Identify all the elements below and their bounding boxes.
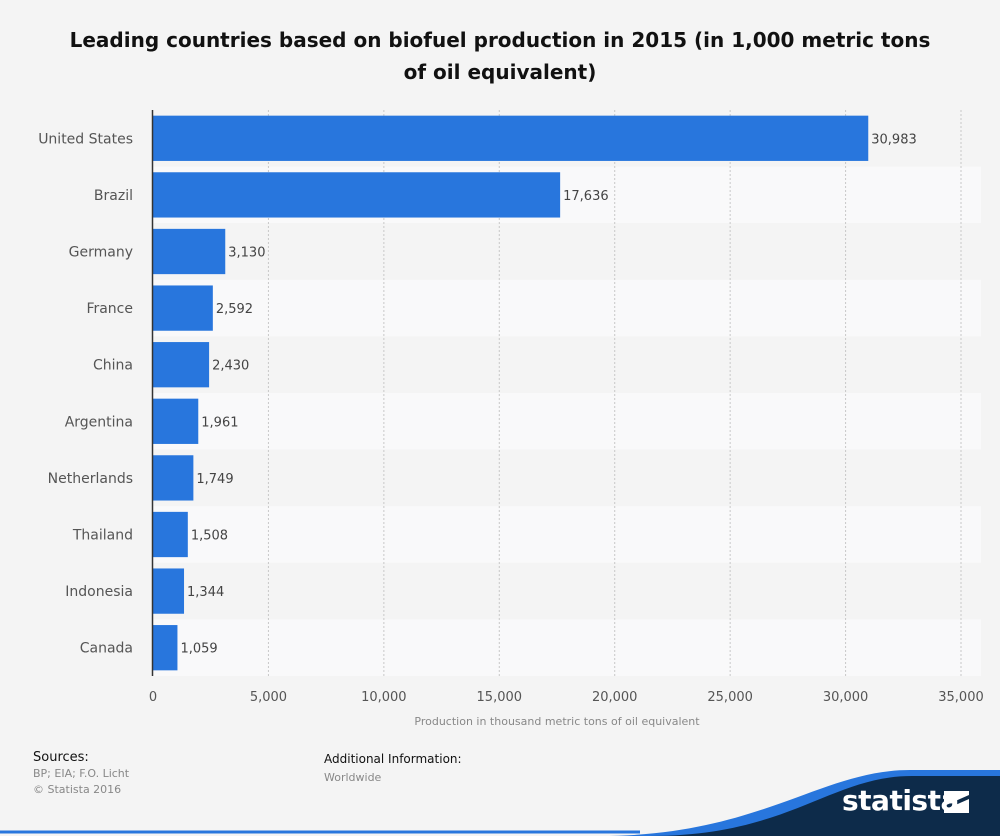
bar <box>153 511 188 558</box>
row-band <box>153 223 981 280</box>
x-tick-label: 10,000 <box>361 690 407 705</box>
brand-swoosh <box>650 776 1000 836</box>
value-label: 2,592 <box>216 302 253 317</box>
value-label: 1,059 <box>180 642 217 657</box>
x-tick-labels: 0 5,000 10,000 15,000 20,000 25,000 30,000 35,0… <box>149 690 984 705</box>
row-bands <box>153 110 981 676</box>
bar <box>153 172 561 218</box>
value-label: 30,983 <box>871 132 917 147</box>
row-band <box>153 449 981 507</box>
sources-text: BP; EIA; F.O. Licht <box>33 767 130 780</box>
row-band <box>153 619 981 676</box>
value-label: 1,749 <box>196 472 233 487</box>
value-label: 1,344 <box>187 585 224 600</box>
x-axis-label: Production in thousand metric tons of oi… <box>414 715 700 728</box>
category-labels: United States Brazil Germany France China Arg… <box>38 131 133 656</box>
value-label: 2,430 <box>212 359 249 374</box>
bar <box>153 228 226 275</box>
sources-heading: Sources: <box>33 750 89 765</box>
bar <box>153 285 213 331</box>
bar <box>153 115 869 161</box>
bar <box>153 342 210 388</box>
row-band <box>153 336 981 393</box>
row-band <box>153 279 981 337</box>
row-band <box>153 562 981 620</box>
x-tick-label: 15,000 <box>477 690 523 705</box>
value-labels: 30,983 17,636 3,130 2,592 2,430 1,961 1,749 1,5… <box>180 132 916 656</box>
bars <box>153 115 869 671</box>
value-label: 3,130 <box>228 246 265 261</box>
x-tick-label: 0 <box>149 690 157 705</box>
category-label: Argentina <box>65 414 133 430</box>
category-label: Thailand <box>72 528 133 544</box>
bar <box>153 625 178 671</box>
x-tick-label: 25,000 <box>707 690 753 705</box>
copyright-text: © Statista 2016 <box>33 783 122 796</box>
x-tick-label: 20,000 <box>592 690 638 705</box>
category-label: Indonesia <box>65 584 133 600</box>
x-tick-label: 35,000 <box>938 690 984 705</box>
category-label: Germany <box>69 245 133 261</box>
value-label: 17,636 <box>563 189 609 204</box>
value-label: 1,508 <box>191 529 228 544</box>
category-label: Brazil <box>94 188 133 204</box>
chart-title: Leading countries based on biofuel produ… <box>69 28 931 84</box>
bar <box>153 398 199 444</box>
bar <box>153 568 185 614</box>
additional-info-text: Worldwide <box>324 771 382 784</box>
x-tick-label: 5,000 <box>250 690 287 705</box>
category-label: Netherlands <box>48 471 133 487</box>
statista-logo-icon <box>944 791 969 813</box>
category-label: Canada <box>80 641 133 657</box>
x-tick-label: 30,000 <box>823 690 869 705</box>
category-label: United States <box>38 131 133 147</box>
value-label: 1,961 <box>201 415 238 430</box>
category-label: China <box>93 358 133 374</box>
statista-logo: statista <box>842 784 959 817</box>
row-band <box>153 393 981 450</box>
bar <box>153 455 194 501</box>
additional-info-heading: Additional Information: <box>324 752 462 766</box>
category-label: France <box>86 301 133 317</box>
row-band <box>153 506 981 563</box>
